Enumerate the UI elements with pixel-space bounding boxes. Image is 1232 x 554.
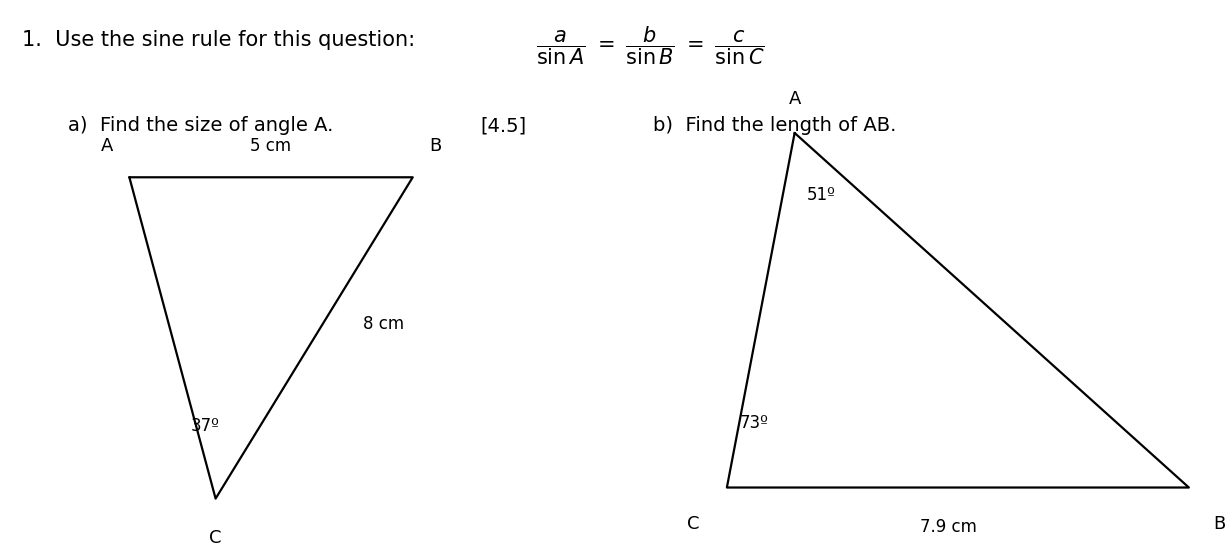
Text: 51º: 51º: [807, 186, 835, 203]
Text: [4.5]: [4.5]: [480, 116, 526, 135]
Text: C: C: [209, 529, 222, 547]
Text: B: B: [1214, 515, 1226, 533]
Text: C: C: [687, 515, 700, 533]
Text: 1.  Use the sine rule for this question:: 1. Use the sine rule for this question:: [22, 30, 421, 50]
Text: B: B: [429, 137, 441, 155]
Text: 5 cm: 5 cm: [250, 137, 292, 155]
Text: 7.9 cm: 7.9 cm: [920, 518, 977, 536]
Text: A: A: [101, 137, 113, 155]
Text: A: A: [788, 90, 801, 108]
Text: a)  Find the size of angle A.: a) Find the size of angle A.: [68, 116, 333, 135]
Text: 37º: 37º: [191, 417, 219, 435]
Text: 8 cm: 8 cm: [363, 315, 404, 333]
Text: $\dfrac{a}{\sin A}\ =\ \dfrac{b}{\sin B}\ =\ \dfrac{c}{\sin C}$: $\dfrac{a}{\sin A}\ =\ \dfrac{b}{\sin B}…: [536, 25, 765, 68]
Text: 73º: 73º: [739, 414, 768, 432]
Text: b)  Find the length of AB.: b) Find the length of AB.: [653, 116, 897, 135]
